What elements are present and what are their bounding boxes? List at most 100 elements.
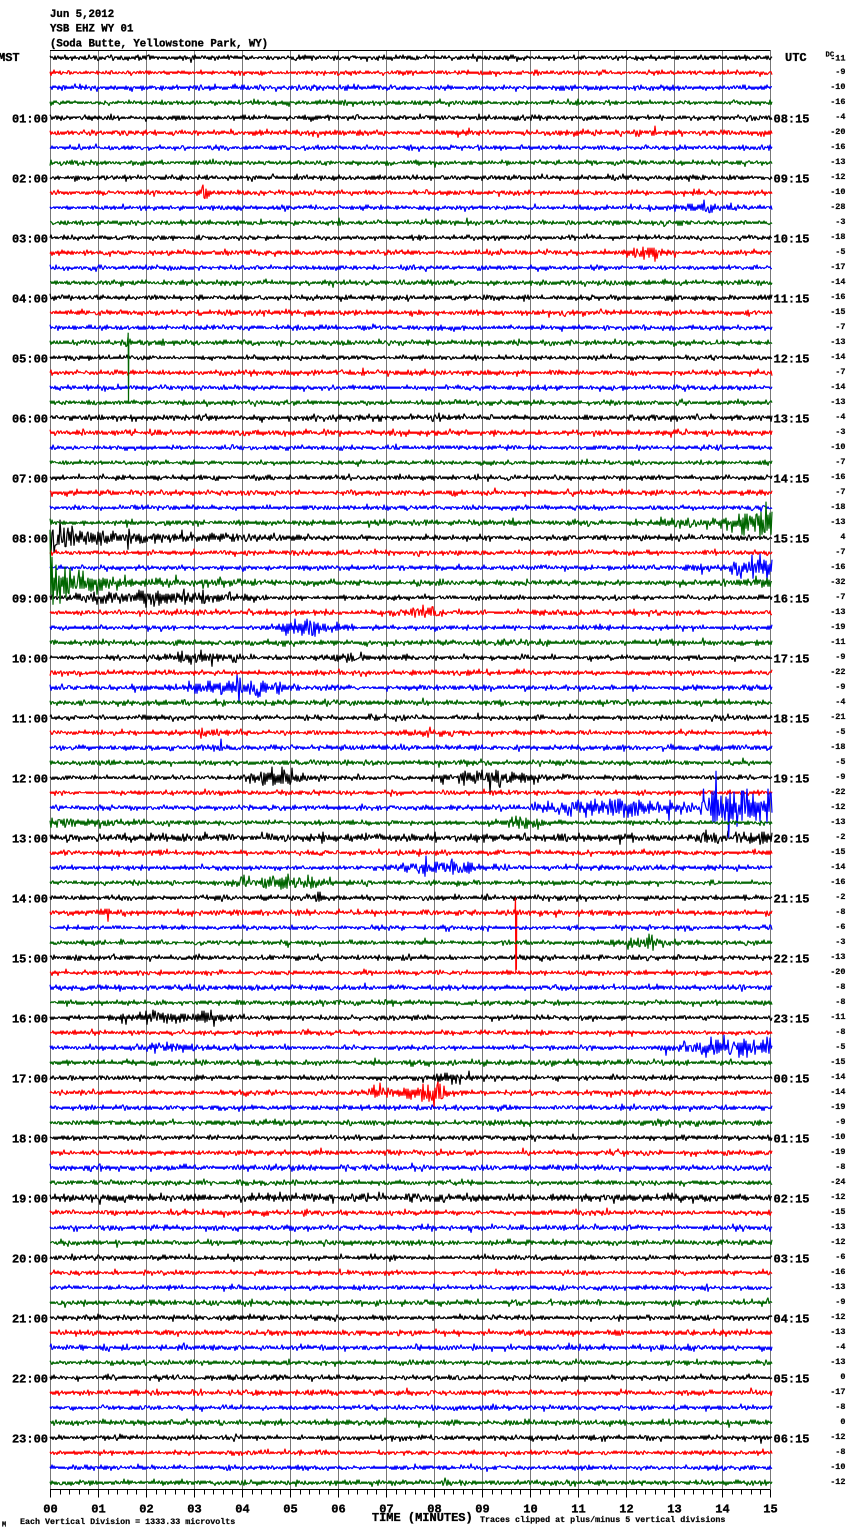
svg-text:-16: -16: [830, 1267, 845, 1277]
svg-text:01: 01: [91, 1503, 105, 1517]
svg-text:11:15: 11:15: [774, 293, 810, 307]
svg-text:04:00: 04:00: [12, 293, 48, 307]
svg-text:-13: -13: [830, 397, 845, 407]
svg-text:-13: -13: [830, 517, 845, 527]
svg-text:-16: -16: [830, 877, 845, 887]
svg-text:22:15: 22:15: [774, 953, 810, 967]
svg-text:-15: -15: [830, 1207, 845, 1217]
svg-text:-7: -7: [835, 547, 845, 557]
svg-text:-5: -5: [835, 1042, 845, 1052]
svg-text:19:15: 19:15: [774, 773, 810, 787]
svg-text:-19: -19: [830, 1147, 845, 1157]
svg-text:02:15: 02:15: [774, 1193, 810, 1207]
svg-text:-3: -3: [835, 217, 845, 227]
svg-text:05:15: 05:15: [774, 1373, 810, 1387]
svg-text:-8: -8: [835, 1027, 845, 1037]
svg-text:-3: -3: [835, 427, 845, 437]
svg-text:-8: -8: [835, 1447, 845, 1457]
svg-text:-12: -12: [830, 1312, 845, 1322]
svg-text:-16: -16: [830, 142, 845, 152]
svg-text:-18: -18: [830, 502, 845, 512]
svg-text:-11: -11: [830, 637, 845, 647]
svg-text:14:00: 14:00: [12, 893, 48, 907]
svg-text:14:15: 14:15: [774, 473, 810, 487]
svg-text:-14: -14: [830, 1087, 845, 1097]
svg-text:MST: MST: [0, 51, 20, 65]
svg-text:-2: -2: [835, 832, 845, 842]
svg-text:13:15: 13:15: [774, 413, 810, 427]
svg-text:-13: -13: [830, 337, 845, 347]
svg-text:-9: -9: [835, 682, 845, 692]
svg-text:0: 0: [840, 1372, 845, 1382]
svg-text:-5: -5: [835, 757, 845, 767]
svg-text:DC: DC: [826, 52, 835, 60]
svg-text:01:15: 01:15: [774, 1133, 810, 1147]
svg-text:4: 4: [840, 532, 845, 542]
svg-text:03:00: 03:00: [12, 233, 48, 247]
svg-text:-12: -12: [830, 802, 845, 812]
svg-text:-10: -10: [830, 82, 845, 92]
svg-text:-15: -15: [830, 1057, 845, 1067]
svg-text:19:00: 19:00: [12, 1193, 48, 1207]
svg-text:-15: -15: [830, 847, 845, 857]
svg-text:22:00: 22:00: [12, 1373, 48, 1387]
svg-text:-32: -32: [830, 577, 845, 587]
svg-text:-7: -7: [835, 457, 845, 467]
svg-text:-21: -21: [830, 712, 845, 722]
svg-text:03: 03: [187, 1503, 201, 1517]
svg-text:21:15: 21:15: [774, 893, 810, 907]
svg-text:08: 08: [427, 1503, 441, 1517]
svg-text:15:15: 15:15: [774, 533, 810, 547]
svg-text:-7: -7: [835, 592, 845, 602]
svg-text:-8: -8: [835, 997, 845, 1007]
svg-text:12:15: 12:15: [774, 353, 810, 367]
svg-text:-12: -12: [830, 1192, 845, 1202]
svg-text:-13: -13: [830, 952, 845, 962]
svg-text:20:00: 20:00: [12, 1253, 48, 1267]
svg-text:-13: -13: [830, 817, 845, 827]
svg-text:-11: -11: [830, 1012, 845, 1022]
svg-text:-8: -8: [835, 982, 845, 992]
svg-text:-7: -7: [835, 322, 845, 332]
svg-text:-14: -14: [830, 277, 845, 287]
svg-text:(Soda Butte, Yellowstone Park,: (Soda Butte, Yellowstone Park, WY): [50, 38, 268, 50]
svg-text:-13: -13: [830, 1357, 845, 1367]
svg-text:09:15: 09:15: [774, 173, 810, 187]
svg-text:08:00: 08:00: [12, 533, 48, 547]
svg-text:M: M: [2, 1522, 6, 1530]
svg-text:16:15: 16:15: [774, 593, 810, 607]
svg-text:-16: -16: [830, 292, 845, 302]
svg-text:02:00: 02:00: [12, 173, 48, 187]
svg-text:06:15: 06:15: [774, 1433, 810, 1447]
svg-text:-14: -14: [830, 862, 845, 872]
svg-text:07: 07: [379, 1503, 393, 1517]
svg-text:-10: -10: [830, 442, 845, 452]
svg-text:-3: -3: [835, 937, 845, 947]
svg-text:-18: -18: [830, 742, 845, 752]
svg-text:00:15: 00:15: [774, 1073, 810, 1087]
svg-text:01:00: 01:00: [12, 113, 48, 127]
svg-text:09:00: 09:00: [12, 593, 48, 607]
svg-text:-9: -9: [835, 67, 845, 77]
svg-text:-8: -8: [835, 1162, 845, 1172]
svg-text:Traces clipped at plus/minus 5: Traces clipped at plus/minus 5 vertical …: [480, 1515, 725, 1525]
svg-text:13: 13: [667, 1503, 681, 1517]
svg-text:-10: -10: [830, 1132, 845, 1142]
svg-text:-7: -7: [835, 367, 845, 377]
svg-text:00: 00: [43, 1503, 57, 1517]
svg-text:-12: -12: [830, 1237, 845, 1247]
svg-text:-14: -14: [830, 382, 845, 392]
svg-text:-17: -17: [830, 262, 845, 272]
svg-text:15: 15: [763, 1503, 777, 1517]
svg-text:-5: -5: [835, 247, 845, 257]
svg-text:-14: -14: [830, 1072, 845, 1082]
svg-text:17:00: 17:00: [12, 1073, 48, 1087]
svg-text:-22: -22: [830, 667, 845, 677]
svg-text:05:00: 05:00: [12, 353, 48, 367]
svg-text:-5: -5: [835, 727, 845, 737]
svg-text:-13: -13: [830, 607, 845, 617]
svg-text:10:15: 10:15: [774, 233, 810, 247]
svg-text:17:15: 17:15: [774, 653, 810, 667]
svg-text:13:00: 13:00: [12, 833, 48, 847]
svg-text:-8: -8: [835, 1402, 845, 1412]
